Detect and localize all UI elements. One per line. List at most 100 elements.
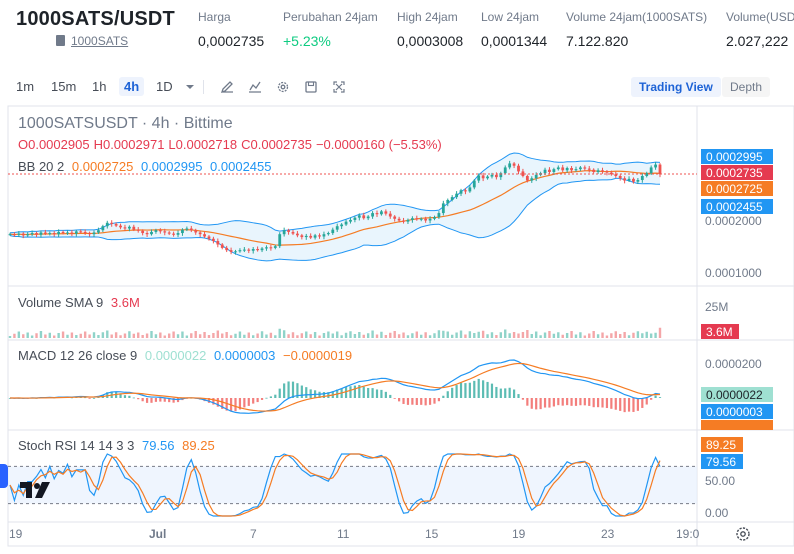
macd-hist-bar — [128, 395, 131, 398]
macd-hist-bar — [596, 398, 600, 408]
stat-change: Perubahan 24jam +5.23% — [283, 10, 378, 49]
macd-hist-bar — [428, 398, 432, 405]
macd-hist-bar — [433, 398, 436, 404]
timeframe-4h[interactable]: 4h — [119, 77, 145, 96]
volume-bar — [596, 334, 600, 338]
volume-bar — [225, 332, 228, 338]
trading-view-tab[interactable]: Trading View — [631, 77, 721, 97]
macd-hist-bar — [601, 398, 604, 408]
stat-volume-base: Volume 24jam(1000SATS) 7.122.820 — [566, 10, 707, 49]
candle-body — [397, 218, 401, 221]
timeframe-15m[interactable]: 15m — [51, 79, 77, 94]
candle-body — [640, 175, 644, 180]
macd-hist-bar — [260, 398, 264, 400]
volume-bar — [260, 331, 264, 338]
macd-hist-bar — [512, 389, 516, 398]
volume-bar — [145, 333, 149, 338]
macd-hist-bar — [473, 380, 476, 398]
volume-bar — [592, 331, 595, 338]
stat-value: 0,0002735 — [198, 33, 265, 49]
candle-body — [198, 232, 202, 235]
fullscreen-icon[interactable] — [332, 80, 346, 94]
save-icon[interactable] — [304, 80, 318, 94]
macd-hist-bar — [610, 398, 613, 409]
volume-bar — [278, 328, 281, 338]
candle-body — [176, 233, 180, 235]
macd-hist-bar — [296, 383, 299, 398]
volume-bar — [212, 333, 215, 338]
candle-body — [181, 229, 184, 234]
candle-body — [26, 234, 30, 236]
stoch-k-value: 79.56 — [141, 438, 175, 453]
dropdown-icon[interactable] — [183, 80, 197, 94]
macd-hist-bar — [455, 385, 458, 398]
candle-body — [649, 167, 653, 174]
volume-bar — [114, 332, 118, 338]
volume-bar — [649, 333, 653, 338]
macd-hist-bar — [459, 382, 463, 398]
macd-hist-bar — [658, 397, 662, 398]
macd-hist-bar — [212, 398, 215, 405]
macd-line — [9, 359, 661, 414]
volume-bar — [44, 334, 47, 338]
candle-body — [74, 231, 78, 234]
candle-body — [203, 234, 206, 237]
volume-bar — [247, 332, 250, 338]
pair-subtitle-link[interactable]: 1000SATS — [71, 34, 129, 48]
volume-bar — [106, 330, 109, 338]
macd-label: MACD 12 26 close 9 — [18, 348, 138, 363]
draw-icon[interactable] — [220, 80, 234, 94]
macd-hist-bar — [442, 395, 445, 398]
macd-hist-bar — [437, 398, 441, 402]
stat-value: 7.122.820 — [566, 33, 629, 49]
stat-price: Harga 0,0002735 — [198, 10, 264, 49]
volume-bar — [141, 335, 144, 338]
timeframe-1m[interactable]: 1m — [16, 79, 35, 94]
depth-tab[interactable]: Depth — [722, 77, 771, 97]
stat-low: Low 24jam 0,0001344 — [481, 10, 547, 49]
timeframe-1h[interactable]: 1h — [92, 79, 107, 94]
volume-bar — [340, 335, 343, 338]
candle-body — [229, 250, 233, 252]
macd-hist-bar — [97, 396, 100, 398]
candle-body — [494, 174, 498, 178]
macd-hist-bar — [225, 398, 228, 411]
volume-bar — [632, 332, 635, 338]
volume-bar — [358, 332, 361, 338]
volume-bar — [344, 332, 348, 338]
macd-hist-bar — [380, 389, 383, 398]
axis-settings-icon[interactable] — [736, 527, 750, 541]
macd-signal-value: −0.0000019 — [283, 348, 353, 363]
macd-tag-hist: 0.0000022 — [706, 388, 763, 402]
candle-body — [472, 180, 476, 188]
macd-hist-bar — [561, 398, 564, 406]
settings-icon[interactable] — [276, 80, 290, 94]
indicator-icon[interactable] — [248, 80, 262, 94]
candle-body — [207, 236, 211, 239]
macd-line-value: 0.0000003 — [213, 348, 276, 363]
volume-label: Volume SMA 9 — [18, 295, 104, 310]
macd-hist-bar — [252, 398, 255, 404]
timeframe-1d[interactable]: 1D — [156, 79, 173, 94]
candle-body — [150, 231, 153, 235]
candle-body — [234, 251, 237, 253]
candle-body — [132, 226, 136, 230]
volume-bar — [185, 335, 189, 338]
candle-body — [88, 233, 91, 235]
volume-bar — [97, 335, 100, 338]
macd-hist-bar — [636, 398, 639, 411]
candle-body — [92, 232, 96, 235]
side-panel-toggle[interactable] — [0, 464, 8, 488]
price-tag-last: 0.0002735 — [706, 166, 763, 180]
volume-bar — [327, 331, 330, 338]
macd-hist-bar — [106, 392, 109, 398]
candle-body — [587, 168, 591, 170]
candle-body — [172, 233, 176, 235]
volume-bar — [557, 332, 560, 338]
macd-hist-bar — [300, 385, 303, 398]
stat-volume-quote: Volume(USDT) 2.027,222 — [726, 10, 794, 49]
volume-bar — [296, 335, 299, 338]
stat-label: Volume 24jam(1000SATS) — [566, 10, 708, 24]
volume-bar — [397, 334, 401, 338]
